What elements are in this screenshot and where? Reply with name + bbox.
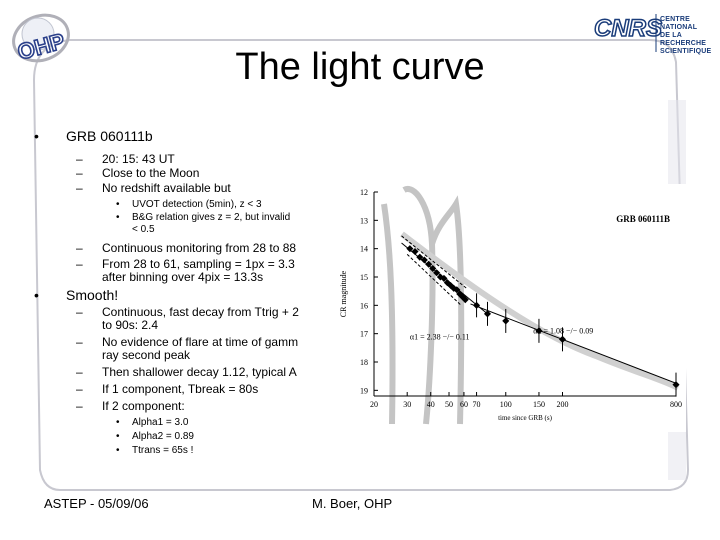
- bullet-redshift: No redshift available but: [102, 181, 231, 195]
- footer-author: M. Boer, OHP: [312, 496, 393, 511]
- bullet-marker: •: [34, 128, 39, 144]
- dash-marker: –: [76, 241, 83, 255]
- dash-marker: –: [76, 399, 83, 413]
- moon-artifact-curve: [429, 195, 465, 425]
- cnrs-logo: CNRS: [593, 14, 663, 52]
- moon-artifact-curve: [381, 203, 396, 425]
- bullet-sampling-cont: after binning over 4pix = 13.3s: [102, 270, 264, 284]
- x-tick-label: 40: [427, 400, 435, 409]
- data-point: [429, 264, 437, 273]
- y-tick-label: 16: [360, 301, 368, 310]
- bullet-shallow-decay: Then shallower decay 1.12, typical A: [102, 365, 297, 379]
- dash-marker: –: [76, 181, 83, 195]
- data-point: [425, 260, 433, 268]
- bullet-bg-relation-cont: < 0.5: [132, 224, 155, 235]
- annotation-alpha1: α1 = 2.38 −/− 0.11: [410, 332, 470, 341]
- y-tick-label: 18: [360, 358, 368, 367]
- dot-marker: •: [116, 445, 120, 456]
- bullet-smooth: Smooth!: [66, 287, 119, 303]
- dash-marker: –: [76, 166, 83, 180]
- dash-marker: –: [76, 152, 83, 166]
- bullet-alpha2: Alpha2 = 0.89: [132, 431, 194, 442]
- bullet-bg-relation: B&G relation gives z = 2, but invalid: [132, 212, 291, 223]
- cnrs-caption: CENTRE NATIONAL DE LA RECHERCHE SCIENTIF…: [660, 16, 720, 56]
- fit-line: [470, 303, 677, 384]
- fit-envelope: [401, 235, 467, 289]
- y-axis-label: CR magnitude: [339, 270, 348, 317]
- cnrs-caption-line-3: SCIENTIFIQUE: [660, 48, 712, 55]
- data-point: [433, 269, 441, 277]
- x-axis-label: time since GRB (s): [498, 414, 553, 422]
- x-tick-label: 200: [557, 400, 569, 409]
- dash-marker: –: [76, 365, 83, 379]
- y-tick-label: 14: [360, 245, 368, 254]
- dot-marker: •: [116, 417, 120, 428]
- dash-marker: –: [76, 257, 83, 271]
- moon-artifact-curve: [402, 186, 436, 425]
- data-point: [420, 256, 428, 264]
- x-tick-label: 60: [460, 400, 468, 409]
- dash-marker: –: [76, 305, 83, 319]
- y-tick-label: 15: [360, 273, 368, 282]
- slide-title: The light curve: [235, 46, 485, 88]
- bullet-moon: Close to the Moon: [102, 166, 200, 180]
- dot-marker: •: [116, 199, 120, 210]
- x-tick-label: 800: [670, 400, 682, 409]
- data-point: [406, 245, 414, 253]
- chart-title: GRB 060111B: [616, 214, 670, 224]
- bullet-two-component: If 2 component:: [102, 399, 185, 413]
- x-tick-label: 70: [473, 400, 481, 409]
- dash-marker: –: [76, 382, 83, 396]
- data-point: [416, 253, 424, 261]
- dash-marker: –: [76, 335, 83, 349]
- bullet-sampling: From 28 to 61, sampling = 1px = 3.3: [102, 257, 295, 271]
- x-tick-label: 30: [403, 400, 411, 409]
- bullet-no-flare: No evidence of flare at time of gamm: [102, 335, 299, 349]
- x-tick-label: 100: [500, 400, 512, 409]
- bullet-tbreak: If 1 component, Tbreak = 80s: [102, 382, 259, 396]
- bullet-grb: GRB 060111b: [66, 128, 153, 144]
- data-point: [440, 274, 448, 282]
- y-tick-label: 13: [360, 216, 368, 225]
- cnrs-caption-line-2: DE LA RECHERCHE: [660, 32, 707, 47]
- bullet-no-flare-cont: ray second peak: [102, 348, 191, 362]
- light-curve-figure: 12 13 14 15 16 17 18 19 20 30 40 50 60 70 100 150 200 800…: [334, 184, 686, 432]
- data-point: [473, 301, 481, 309]
- data-point: [453, 286, 461, 294]
- bullet-fast-decay-cont: to 90s: 2.4: [102, 318, 159, 332]
- x-tick-label: 50: [445, 400, 453, 409]
- dot-marker: •: [116, 431, 120, 442]
- bullet-fast-decay: Continuous, fast decay from Ttrig + 2: [102, 305, 299, 319]
- bullet-monitoring: Continuous monitoring from 28 to 88: [102, 241, 297, 255]
- cnrs-logo-text: CNRS: [594, 15, 662, 42]
- data-point: [411, 247, 419, 256]
- dot-marker: •: [116, 212, 120, 223]
- footer-date: ASTEP - 05/09/06: [44, 496, 149, 511]
- y-tick-label: 19: [360, 386, 368, 395]
- y-tick-label: 17: [360, 330, 368, 339]
- ohp-logo: OHP: [12, 13, 70, 66]
- bullet-alpha1: Alpha1 = 3.0: [132, 417, 189, 428]
- bullet-marker: •: [34, 287, 39, 303]
- moon-artifact-curve: [400, 231, 680, 391]
- bullet-ttrans: Ttrans = 65s !: [132, 445, 194, 456]
- y-tick-label: 12: [360, 188, 368, 197]
- x-tick-label: 20: [370, 400, 378, 409]
- cnrs-caption-line-1: CENTRE NATIONAL: [660, 16, 698, 31]
- x-tick-label: 150: [533, 400, 545, 409]
- annotation-alpha2: α2 = 1.08 −/− 0.09: [533, 327, 593, 336]
- bullet-uvot: UVOT detection (5min), z < 3: [132, 199, 262, 210]
- fit-envelope: [406, 253, 462, 306]
- data-point: [672, 381, 680, 389]
- bullet-time: 20: 15: 43 UT: [102, 152, 175, 166]
